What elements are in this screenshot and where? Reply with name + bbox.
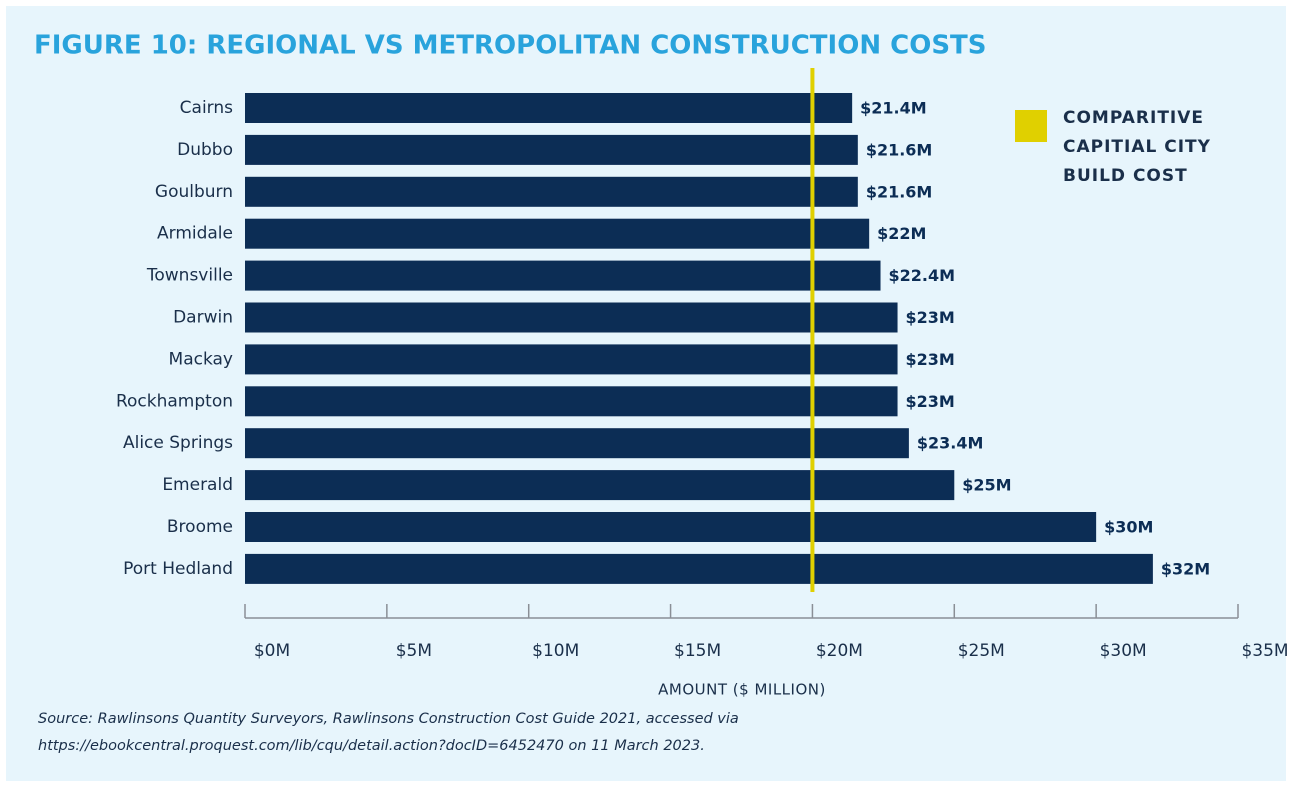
value-label: $21.6M xyxy=(866,140,933,159)
bar xyxy=(245,344,898,375)
value-label: $25M xyxy=(962,476,1011,495)
value-label: $21.4M xyxy=(860,99,927,118)
y-tick-label: Alice Springs xyxy=(123,433,233,453)
bar xyxy=(245,470,955,501)
y-tick-label: Broome xyxy=(167,517,233,537)
y-tick-label: Townsville xyxy=(146,266,233,286)
legend-swatch xyxy=(1015,110,1047,142)
bar xyxy=(245,553,1153,584)
y-tick-label: Rockhampton xyxy=(116,391,233,411)
x-axis-label: AMOUNT ($ MILLION) xyxy=(658,681,826,699)
y-tick-label: Cairns xyxy=(180,98,233,118)
x-tick-label: $15M xyxy=(674,641,721,661)
x-tick-label: $25M xyxy=(958,641,1005,661)
x-tick-label: $30M xyxy=(1100,641,1147,661)
bar xyxy=(245,512,1097,542)
y-tick-label: Goulburn xyxy=(155,182,233,202)
y-tick-label: Port Hedland xyxy=(123,559,233,579)
bar xyxy=(245,93,853,123)
y-tick-label: Mackay xyxy=(169,349,233,369)
value-label: $22M xyxy=(877,224,926,243)
legend-label: COMPARITIVE CAPITIAL CITY BUILD COST xyxy=(1063,108,1211,186)
value-label: $22.4M xyxy=(889,266,956,285)
bar xyxy=(245,302,898,333)
x-tick-label: $35M xyxy=(1241,641,1288,661)
y-tick-label: Darwin xyxy=(173,308,233,328)
value-label: $23M xyxy=(906,308,955,327)
x-tick-label: $10M xyxy=(532,641,579,661)
bar xyxy=(245,260,881,291)
y-tick-label: Dubbo xyxy=(177,140,233,160)
x-tick-label: $20M xyxy=(816,641,863,661)
value-label: $30M xyxy=(1104,518,1153,537)
value-label: $32M xyxy=(1161,559,1210,578)
value-label: $21.6M xyxy=(866,182,933,201)
x-tick-label: $5M xyxy=(396,641,432,661)
value-label: $23M xyxy=(906,392,955,411)
value-label: $23M xyxy=(906,350,955,369)
source: Source: Rawlinsons Quantity Surveyors, R… xyxy=(38,711,739,727)
bar xyxy=(245,428,909,459)
y-tick-label: Emerald xyxy=(162,475,233,495)
bar xyxy=(245,218,870,249)
source: https://ebookcentral.proquest.com/lib/cq… xyxy=(38,738,705,754)
bar xyxy=(245,176,858,207)
x-tick-label: $0M xyxy=(254,641,290,661)
value-label: $23.4M xyxy=(917,434,984,453)
y-tick-label: Armidale xyxy=(157,224,233,244)
bar xyxy=(245,386,898,417)
bar xyxy=(245,134,858,165)
chart-title: FIGURE 10: REGIONAL VS METROPOLITAN CONS… xyxy=(34,31,987,61)
